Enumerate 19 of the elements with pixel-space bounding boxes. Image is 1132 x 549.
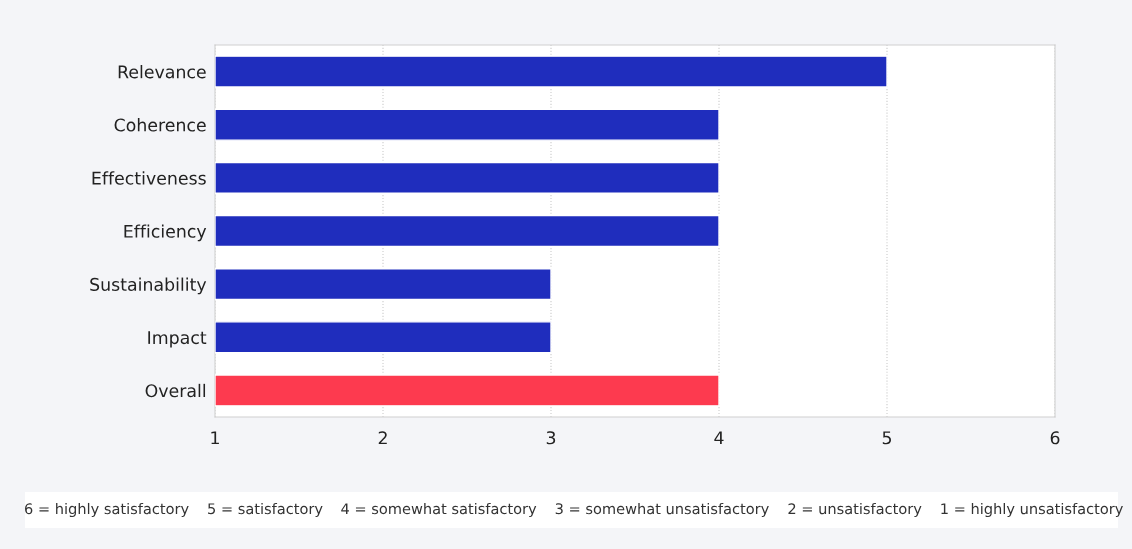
y-tick-label: Efficiency	[124, 224, 207, 242]
y-tick-label: Overall	[145, 383, 206, 398]
y-tick-label: Sustainability	[90, 277, 207, 295]
x-tick-label: 4	[714, 431, 724, 445]
x-tick-label: 3	[546, 431, 556, 445]
x-tick-label: 1	[211, 431, 219, 445]
y-tick-label: Coherence	[114, 118, 206, 132]
y-tick-label: Relevance	[118, 64, 206, 79]
y-tick-label: Effectiveness	[92, 171, 206, 185]
text: 2 = unsatisfactory	[788, 502, 922, 518]
x-tick-label: 6	[1050, 431, 1060, 445]
text: 4 = somewhat satisfactory	[341, 502, 537, 518]
text: 1 = highly unsatisfactory	[941, 502, 1123, 518]
text: 6 = highly satisfactory	[25, 502, 189, 518]
x-tick-label: 5	[882, 431, 892, 445]
text: 5 = satisfactory	[208, 502, 323, 518]
y-tick-label: Impact	[148, 331, 207, 348]
text: 3 = somewhat unsatisfactory	[555, 502, 769, 518]
x-tick-label: 2	[378, 431, 387, 445]
